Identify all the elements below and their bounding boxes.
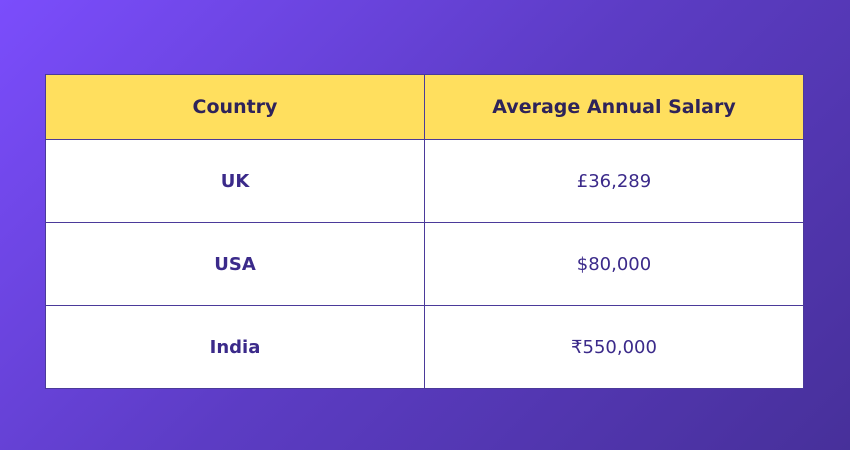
table-row: USA $80,000 bbox=[45, 222, 804, 306]
table-row: UK £36,289 bbox=[45, 139, 804, 223]
country-cell: USA bbox=[45, 222, 425, 306]
salary-cell: ₹550,000 bbox=[424, 305, 804, 389]
header-row: Country Average Annual Salary bbox=[45, 74, 804, 140]
header-cell: Average Annual Salary bbox=[424, 74, 804, 140]
table-row: India ₹550,000 bbox=[45, 305, 804, 389]
salary-cell: $80,000 bbox=[424, 222, 804, 306]
country-cell: India bbox=[45, 305, 425, 389]
table-body: UK £36,289 USA $80,000 India ₹550,000 bbox=[45, 139, 804, 389]
header-cell: Country bbox=[45, 74, 425, 140]
salary-cell: £36,289 bbox=[424, 139, 804, 223]
country-cell: UK bbox=[45, 139, 425, 223]
salary-table: Country Average Annual Salary UK £36,289 U… bbox=[45, 74, 804, 389]
